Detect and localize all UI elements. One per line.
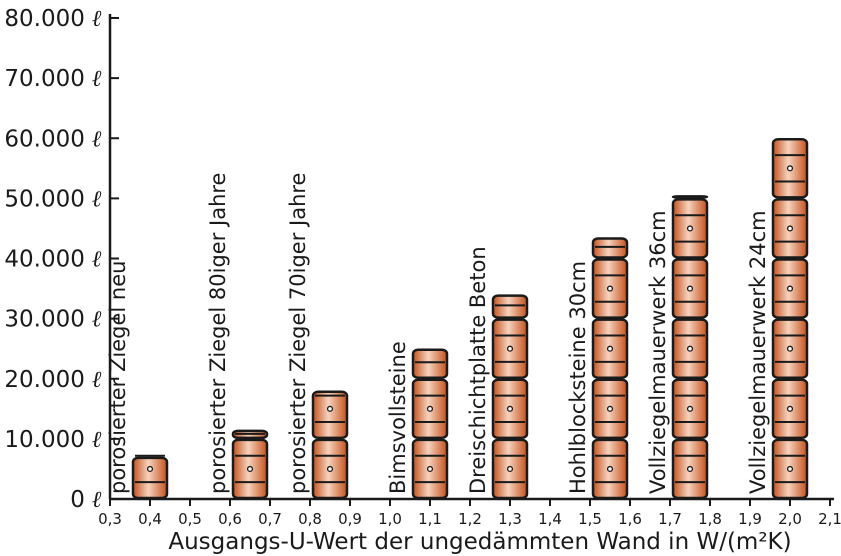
y-unit-symbol: ℓ bbox=[92, 246, 102, 273]
y-ticks: 0 ℓ 10.000 ℓ 20.000 ℓ 30.000 ℓ 40.000 ℓ 50.00… bbox=[4, 5, 119, 513]
bar-stack bbox=[591, 237, 629, 500]
barrel-bung bbox=[786, 165, 794, 172]
x-tick-label: 1,9 bbox=[738, 510, 762, 528]
bar-category-label: Dreischichtplatte Beton bbox=[466, 246, 490, 494]
y-tick-label: 0 ℓ bbox=[70, 486, 102, 513]
y-tick-label: 40.000 ℓ bbox=[4, 246, 102, 273]
y-unit-symbol: ℓ bbox=[92, 426, 102, 453]
barrel-bung bbox=[426, 465, 434, 472]
barrel-bung bbox=[146, 465, 154, 472]
barrel-body bbox=[491, 294, 529, 319]
barrel-body bbox=[591, 237, 629, 259]
x-tick-label: 0,6 bbox=[218, 510, 242, 528]
bar-category-label: Hohlblocksteine 30cm bbox=[566, 261, 590, 494]
barrel-bung bbox=[786, 405, 794, 412]
x-ticks: 0,3 0,4 0,5 0,6 0,7 0,8 0,9 1,0 1,1 1,2 1,3 1,4 1,5 1… bbox=[98, 499, 841, 528]
x-tick-label: 1,7 bbox=[658, 510, 682, 528]
x-tick-label: 0,4 bbox=[138, 510, 162, 528]
y-tick-label: 10.000 ℓ bbox=[4, 426, 102, 453]
barrel-bung bbox=[606, 285, 614, 292]
y-tick-label: 80.000 ℓ bbox=[4, 5, 102, 32]
barrel-bung bbox=[786, 285, 794, 292]
y-unit-symbol: ℓ bbox=[92, 306, 102, 333]
y-unit-symbol: ℓ bbox=[92, 486, 102, 513]
bar-stack bbox=[491, 294, 529, 500]
bar-stack bbox=[771, 138, 809, 500]
bar-stack bbox=[411, 348, 449, 500]
barrel-bung bbox=[326, 465, 334, 472]
y-tick-label: 20.000 ℓ bbox=[4, 366, 102, 393]
y-unit-symbol: ℓ bbox=[92, 65, 102, 92]
barrel-bung bbox=[686, 345, 694, 352]
x-tick-label: 1,1 bbox=[418, 510, 442, 528]
bar-category-label: Bimsvollsteine bbox=[386, 341, 410, 494]
y-unit-symbol: ℓ bbox=[92, 185, 102, 212]
barrel-body bbox=[311, 390, 349, 440]
x-tick-label: 1,2 bbox=[458, 510, 482, 528]
y-unit-symbol: ℓ bbox=[92, 125, 102, 152]
x-tick-label: 1,4 bbox=[538, 510, 562, 528]
bar-category-label: porosierter Ziegel 70iger Jahre bbox=[286, 173, 310, 494]
barrel-bung bbox=[606, 345, 614, 352]
barrel-bung bbox=[506, 405, 514, 412]
y-unit-symbol: ℓ bbox=[92, 366, 102, 393]
x-tick-label: 2,1 bbox=[818, 510, 841, 528]
y-unit-symbol: ℓ bbox=[92, 5, 102, 32]
barrel-bung bbox=[786, 225, 794, 232]
x-tick-label: 1,3 bbox=[498, 510, 522, 528]
bars bbox=[131, 138, 809, 500]
barrel-bung bbox=[686, 225, 694, 232]
barrel-body bbox=[411, 348, 449, 379]
barrel-bung bbox=[606, 405, 614, 412]
x-tick-label: 0,9 bbox=[338, 510, 362, 528]
barrel-bung bbox=[686, 405, 694, 412]
y-tick-label: 30.000 ℓ bbox=[4, 306, 102, 333]
x-tick-label: 1,8 bbox=[698, 510, 722, 528]
barrel-bung bbox=[426, 405, 434, 412]
barrel-bung bbox=[606, 465, 614, 472]
bar-labels: porosierter Ziegel neu porosierter Ziegel… bbox=[106, 173, 770, 494]
x-tick-label: 1,5 bbox=[578, 510, 602, 528]
bar-stack bbox=[131, 454, 169, 500]
barrel-bung bbox=[786, 345, 794, 352]
barrel-bung bbox=[506, 465, 514, 472]
barrel-bung bbox=[686, 465, 694, 472]
bar-stack bbox=[231, 429, 269, 500]
barrel-bung bbox=[686, 285, 694, 292]
barrel-body bbox=[131, 456, 169, 500]
x-tick-label: 0,7 bbox=[258, 510, 282, 528]
x-tick-label: 0,5 bbox=[178, 510, 202, 528]
bar-category-label: porosierter Ziegel neu bbox=[106, 261, 130, 494]
bar-stack bbox=[671, 195, 709, 500]
x-tick-label: 1,6 bbox=[618, 510, 642, 528]
bar-category-label: Vollziegelmauerwerk 36cm bbox=[646, 210, 670, 494]
x-axis-label: Ausgangs-U-Wert der ungedämmten Wand in … bbox=[168, 529, 791, 555]
barrel-bung bbox=[246, 465, 254, 472]
barrel-bung bbox=[786, 465, 794, 472]
y-tick-label: 60.000 ℓ bbox=[4, 125, 102, 152]
barrel-bung bbox=[506, 345, 514, 352]
barrel-bung bbox=[326, 405, 334, 412]
bar-stack bbox=[311, 390, 349, 500]
x-tick-label: 0,3 bbox=[98, 510, 122, 528]
x-tick-label: 0,8 bbox=[298, 510, 322, 528]
x-tick-label: 2,0 bbox=[778, 510, 802, 528]
bar-category-label: Vollziegelmauerwerk 24cm bbox=[746, 210, 770, 494]
bar-category-label: porosierter Ziegel 80iger Jahre bbox=[206, 173, 230, 494]
y-tick-label: 70.000 ℓ bbox=[4, 65, 102, 92]
x-tick-label: 1,0 bbox=[378, 510, 402, 528]
y-tick-label: 50.000 ℓ bbox=[4, 185, 102, 212]
